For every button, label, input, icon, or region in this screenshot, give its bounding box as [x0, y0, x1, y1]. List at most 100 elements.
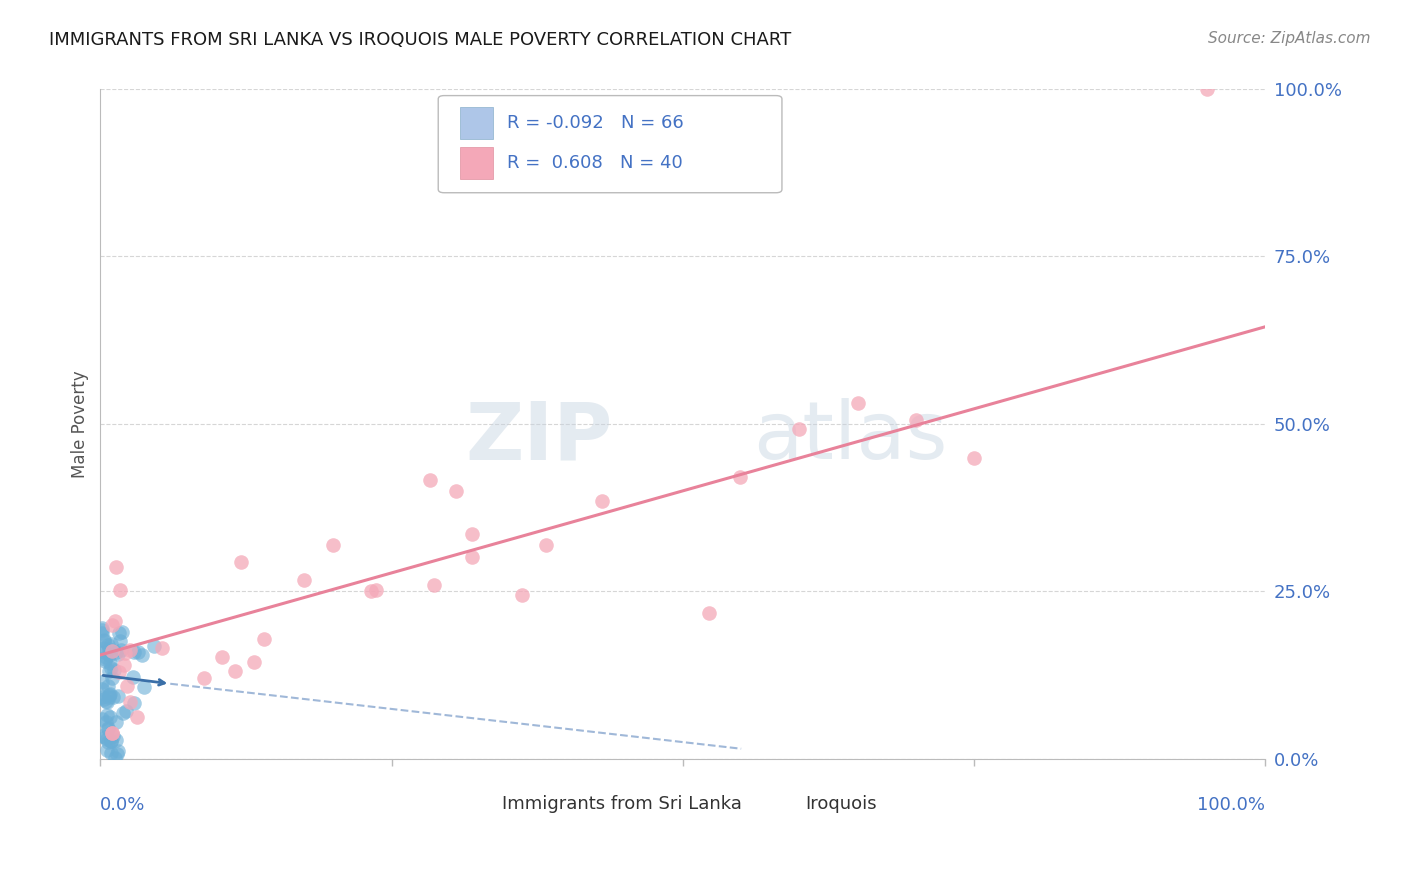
- Point: [105, 560, 128, 574]
- Text: IMMIGRANTS FROM SRI LANKA VS IROQUOIS MALE POVERTY CORRELATION CHART: IMMIGRANTS FROM SRI LANKA VS IROQUOIS MA…: [49, 31, 792, 49]
- Point: [789, 422, 811, 436]
- Point: [122, 670, 145, 684]
- Point: [114, 704, 136, 718]
- Point: [118, 643, 141, 657]
- Point: [91, 626, 114, 640]
- Point: [98, 710, 121, 724]
- Point: [100, 661, 122, 675]
- Point: [904, 412, 927, 426]
- Point: [461, 526, 484, 541]
- Point: [97, 734, 120, 748]
- Point: [107, 665, 129, 680]
- Point: [122, 696, 145, 710]
- Point: [127, 645, 149, 659]
- Point: [90, 681, 112, 696]
- Point: [90, 729, 112, 743]
- FancyBboxPatch shape: [460, 107, 494, 139]
- Point: [110, 625, 132, 640]
- Text: R = -0.092   N = 66: R = -0.092 N = 66: [508, 114, 683, 132]
- Text: Immigrants from Sri Lanka: Immigrants from Sri Lanka: [502, 796, 742, 814]
- Point: [697, 606, 720, 620]
- Point: [224, 664, 246, 678]
- FancyBboxPatch shape: [770, 791, 799, 817]
- Point: [107, 744, 129, 758]
- Point: [243, 656, 266, 670]
- Point: [322, 538, 344, 552]
- Point: [101, 672, 124, 686]
- Point: [97, 648, 120, 662]
- Point: [292, 573, 315, 587]
- Point: [98, 688, 121, 702]
- Point: [101, 617, 124, 632]
- Point: [108, 625, 131, 640]
- Point: [120, 695, 142, 709]
- Point: [96, 649, 118, 664]
- Point: [444, 483, 467, 498]
- Point: [114, 646, 136, 660]
- Point: [90, 674, 112, 689]
- Point: [104, 751, 127, 765]
- Text: Iroquois: Iroquois: [806, 796, 877, 814]
- Point: [93, 634, 115, 648]
- FancyBboxPatch shape: [467, 791, 495, 817]
- Point: [591, 494, 613, 508]
- Point: [98, 687, 121, 701]
- Point: [105, 733, 128, 747]
- Point: [419, 473, 441, 487]
- Point: [1197, 82, 1219, 96]
- Text: 0.0%: 0.0%: [100, 796, 146, 814]
- Point: [510, 588, 533, 602]
- Point: [104, 714, 127, 729]
- Point: [142, 639, 165, 653]
- Point: [730, 470, 752, 484]
- Point: [101, 726, 124, 740]
- Point: [90, 623, 112, 637]
- Point: [91, 640, 114, 655]
- Point: [97, 638, 120, 652]
- Y-axis label: Male Poverty: Male Poverty: [72, 370, 89, 477]
- Point: [100, 734, 122, 748]
- Point: [96, 696, 118, 710]
- Point: [115, 679, 138, 693]
- Point: [96, 732, 118, 747]
- Point: [98, 664, 121, 678]
- Point: [93, 652, 115, 666]
- Point: [101, 729, 124, 743]
- Point: [93, 691, 115, 706]
- FancyBboxPatch shape: [439, 95, 782, 193]
- Point: [97, 690, 120, 704]
- Text: atlas: atlas: [752, 398, 948, 476]
- Point: [96, 708, 118, 723]
- Point: [107, 647, 129, 661]
- Point: [94, 694, 117, 708]
- Point: [112, 657, 135, 672]
- Point: [112, 706, 135, 720]
- Point: [360, 583, 382, 598]
- Point: [963, 451, 986, 466]
- Text: R =  0.608   N = 40: R = 0.608 N = 40: [508, 154, 683, 172]
- Point: [110, 643, 132, 657]
- Point: [90, 690, 112, 704]
- Point: [105, 645, 128, 659]
- Point: [536, 537, 558, 551]
- Point: [122, 644, 145, 658]
- Point: [101, 690, 124, 704]
- Point: [108, 634, 131, 648]
- Point: [211, 650, 233, 665]
- Point: [132, 681, 155, 695]
- Point: [100, 637, 122, 651]
- Text: ZIP: ZIP: [465, 398, 613, 476]
- Point: [97, 721, 120, 735]
- Point: [96, 742, 118, 756]
- Point: [94, 714, 117, 729]
- Point: [150, 641, 173, 656]
- Point: [94, 730, 117, 744]
- Point: [90, 712, 112, 726]
- Point: [103, 664, 125, 678]
- Point: [93, 645, 115, 659]
- Point: [100, 747, 122, 761]
- Point: [107, 689, 129, 703]
- Point: [193, 671, 215, 685]
- Point: [846, 395, 869, 409]
- Point: [97, 722, 120, 736]
